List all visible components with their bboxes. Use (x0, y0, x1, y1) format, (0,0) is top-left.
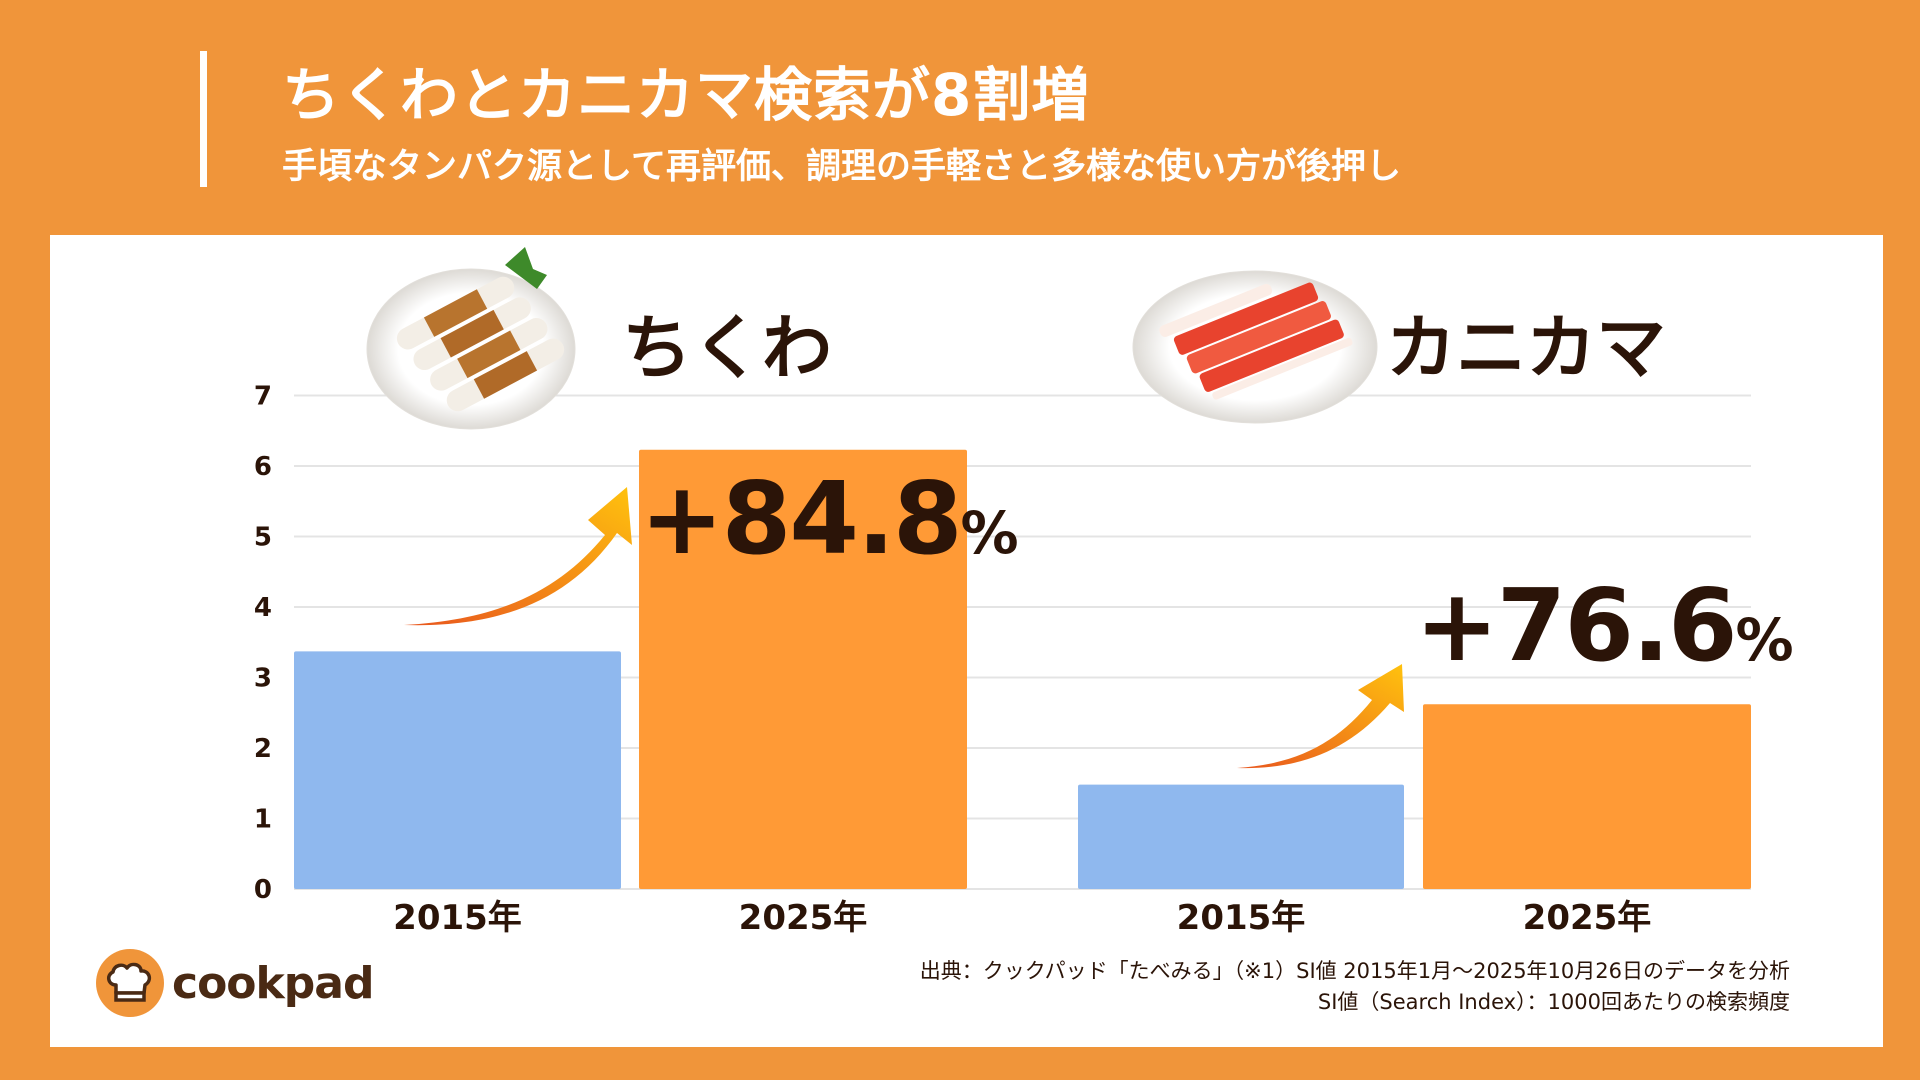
x-tick-label: 2025年 (1523, 898, 1652, 938)
category-label-kanikama: カニカマ (1386, 307, 1666, 389)
si-definition-note: SI値（Search Index）：1000回あたりの検索頻度 (1317, 990, 1790, 1014)
title-accent-bar (200, 51, 207, 187)
bar-2025年 (1423, 704, 1751, 889)
kanikama-plate-image (1132, 270, 1378, 424)
y-tick-label: 7 (254, 382, 272, 412)
x-tick-label: 2015年 (393, 898, 522, 938)
category-label-chikuwa: ちくわ (622, 307, 832, 389)
y-tick-label: 6 (254, 452, 272, 482)
bar-2015年 (294, 651, 621, 889)
page-title: ちくわとカニカマ検索が8割増 (282, 61, 1091, 129)
source-note: 出典：クックパッド「たべみる」（※1）SI値 2015年1月～2025年10月2… (919, 959, 1790, 983)
y-tick-label: 4 (254, 593, 272, 623)
growth-unit: % (960, 499, 1019, 567)
page-subtitle: 手頃なタンパク源として再評価、調理の手軽さと多様な使い方が後押し (282, 147, 1401, 187)
growth-value: +84.8 (640, 460, 963, 577)
chef-hat-icon (96, 949, 164, 1017)
growth-label-kanikama: +76.6% (1415, 567, 1794, 684)
growth-label-chikuwa: +84.8% (640, 460, 1019, 577)
y-tick-label: 0 (254, 875, 272, 905)
bar-2025年 (639, 449, 967, 889)
y-tick-label: 3 (254, 664, 272, 694)
cookpad-logo: cookpad (96, 949, 374, 1017)
x-tick-label: 2025年 (739, 898, 868, 938)
growth-arrow-kanikama (1237, 664, 1404, 769)
growth-value: +76.6 (1415, 567, 1738, 684)
bar-2015年 (1078, 784, 1404, 889)
y-tick-label: 1 (254, 805, 272, 835)
y-tick-label: 2 (254, 734, 272, 764)
growth-arrow-chikuwa (404, 487, 632, 626)
x-tick-label: 2015年 (1177, 898, 1306, 938)
growth-unit: % (1735, 606, 1794, 674)
chikuwa-plate-image (366, 247, 576, 430)
logo-text: cookpad (172, 957, 374, 1009)
y-tick-label: 5 (254, 523, 272, 553)
